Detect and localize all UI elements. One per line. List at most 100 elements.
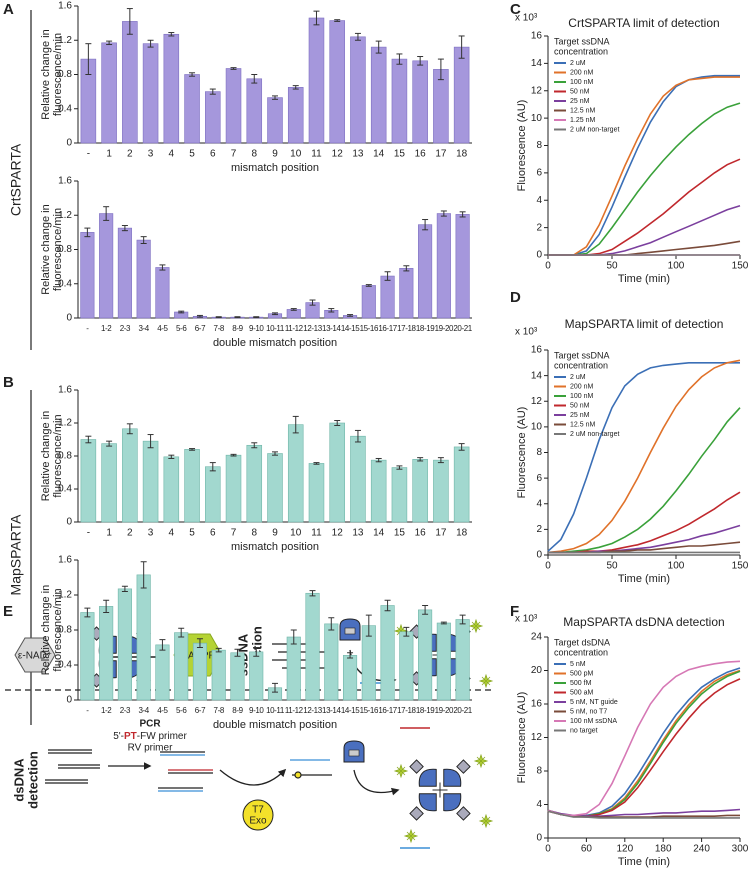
series-line	[548, 74, 740, 256]
x-tick-label: 6	[210, 149, 216, 160]
bar	[287, 424, 304, 523]
x-axis-label: mismatch position	[231, 162, 319, 174]
bar	[117, 588, 132, 701]
ss-products	[290, 759, 332, 779]
bar	[225, 454, 242, 523]
x-tick-label: 100	[668, 561, 685, 572]
bar	[205, 91, 221, 144]
x-tick-label: 120	[616, 844, 633, 855]
x-tick-label: 16	[415, 528, 427, 539]
dna-strands	[272, 643, 330, 669]
bar	[433, 69, 449, 144]
chart-title: MapSPARTA limit of detection	[565, 317, 724, 331]
y-tick-label: 8	[536, 140, 542, 151]
signal-star	[394, 764, 408, 778]
bar	[418, 224, 433, 319]
y-axis-label: Relative change in	[40, 204, 52, 295]
x-tick-label: 150	[732, 261, 749, 272]
x-tick-label: 15-16	[360, 324, 379, 333]
x-tick-label: 19-20	[435, 324, 454, 333]
bar	[391, 58, 408, 144]
legend-label: 5 nM, no T7	[570, 708, 607, 715]
hexagon	[14, 637, 56, 673]
x-axis-label: double mismatch position	[213, 337, 337, 349]
bar	[163, 456, 180, 523]
x-tick-label: -	[87, 149, 90, 160]
y-tick-label: 8	[536, 766, 542, 777]
signal-star	[474, 754, 488, 768]
legend-title: Target ssDNA	[554, 36, 610, 46]
chart-title: MapSPARTA dsDNA detection	[563, 615, 724, 629]
bar	[342, 655, 358, 701]
legend-label: 500 pM	[570, 670, 594, 677]
x-tick-label: 6	[210, 528, 216, 539]
legend-label: 2 uM non-target	[570, 126, 619, 133]
x-tick-label: 240	[693, 844, 710, 855]
legend-label: 100 nM	[570, 79, 594, 86]
x-tick-label: 17-18	[397, 324, 416, 333]
y-scale-label: x 10³	[515, 327, 538, 338]
x-tick-label: 60	[581, 844, 593, 855]
bar	[455, 214, 470, 319]
y-tick-label: 0	[66, 313, 72, 324]
bar	[399, 268, 414, 319]
bar	[324, 623, 339, 701]
y-tick-label: 16	[531, 345, 543, 356]
sparta-complex	[409, 759, 471, 821]
pcr-label: PCR	[139, 719, 161, 730]
legend-label: 500 fM	[570, 680, 592, 687]
x-tick-label: 20-21	[453, 706, 472, 715]
bar	[391, 467, 408, 523]
x-tick-label: -	[86, 706, 89, 715]
bar	[286, 636, 301, 701]
x-tick-label: 13	[352, 149, 364, 160]
x-tick-label: 14	[373, 528, 385, 539]
bar	[453, 446, 470, 523]
legend-title: concentration	[554, 360, 608, 370]
x-tick-label: 0	[545, 561, 551, 572]
y-tick-label: 12	[531, 85, 543, 96]
t7-label: T7	[252, 805, 264, 816]
x-tick-label: 8-9	[232, 706, 243, 715]
bar	[399, 631, 414, 701]
x-tick-label: 4	[169, 528, 175, 539]
y-tick-label: 0.4	[58, 103, 72, 114]
bar	[380, 605, 395, 701]
y-tick-label: 0.4	[58, 278, 72, 289]
legend-label: 12.5 nM	[570, 421, 595, 428]
x-tick-label: 14-15	[341, 324, 360, 333]
x-tick-label: 9	[272, 149, 278, 160]
y-tick-label: 4	[536, 498, 542, 509]
x-tick-label: 6-7	[195, 706, 206, 715]
x-tick-label: 2-3	[120, 706, 131, 715]
y-axis-label: Relative change in	[40, 411, 52, 502]
x-tick-label: 18	[456, 528, 468, 539]
legend-title: concentration	[554, 46, 608, 56]
legend-label: 25 nM	[570, 98, 590, 105]
bar	[163, 33, 180, 144]
x-tick-label: 5-6	[176, 706, 187, 715]
x-tick-label: 13-14	[322, 706, 341, 715]
legend-label: 2 uM	[570, 60, 586, 67]
y-axis-label: Fluorescence (AU)	[516, 407, 528, 499]
y-tick-label: 1.6	[58, 385, 72, 396]
x-tick-label: 7-8	[214, 324, 225, 333]
bar	[370, 46, 387, 144]
x-tick-label: 12-13	[303, 706, 322, 715]
panel-label: E	[3, 603, 13, 620]
y-tick-label: 8	[536, 447, 542, 458]
bar	[225, 68, 242, 144]
y-tick-label: 1.2	[58, 418, 72, 429]
x-tick-label: 17	[435, 149, 447, 160]
y-tick-label: 1.6	[58, 1, 72, 12]
x-tick-label: 5	[189, 149, 195, 160]
y-tick-label: 2	[536, 524, 542, 535]
y-axis-label: fluorescence/min	[52, 33, 64, 116]
legend-label: 50 nM	[570, 402, 590, 409]
bar	[305, 592, 320, 701]
y-axis-label: fluorescence/min	[52, 414, 64, 497]
signal-star	[404, 829, 418, 843]
bar	[155, 267, 170, 319]
nad-label: ε-NAD⁺	[18, 651, 52, 662]
primer-label: 5'-PT-FW primer	[113, 731, 187, 742]
